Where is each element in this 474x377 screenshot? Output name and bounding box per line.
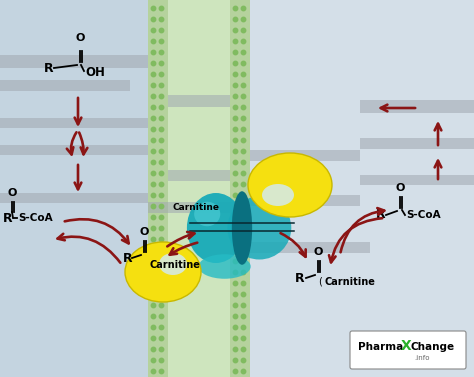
FancyBboxPatch shape [168,95,230,107]
Text: O: O [75,33,85,43]
FancyBboxPatch shape [230,0,250,377]
Text: S-CoA: S-CoA [406,210,441,220]
FancyBboxPatch shape [350,331,466,369]
FancyBboxPatch shape [250,242,370,253]
Text: S-CoA: S-CoA [18,213,53,223]
Ellipse shape [262,184,294,206]
Text: .info: .info [414,355,429,361]
Text: X: X [401,339,412,353]
FancyBboxPatch shape [0,0,148,377]
FancyBboxPatch shape [168,170,230,181]
FancyBboxPatch shape [360,175,474,185]
Text: O: O [139,227,149,237]
FancyBboxPatch shape [360,138,474,149]
Text: Change: Change [411,342,455,352]
Text: Pharma: Pharma [358,342,403,352]
Ellipse shape [125,242,201,302]
Ellipse shape [248,153,332,217]
FancyBboxPatch shape [0,80,130,91]
Text: O: O [313,247,323,257]
Text: OH: OH [85,66,105,80]
Text: R: R [123,251,133,265]
FancyBboxPatch shape [0,145,148,155]
FancyBboxPatch shape [148,202,244,213]
Text: O: O [395,183,405,193]
FancyBboxPatch shape [148,0,168,377]
Text: Carnitine: Carnitine [150,260,201,270]
FancyBboxPatch shape [0,118,148,128]
Ellipse shape [199,254,251,279]
FancyBboxPatch shape [360,100,474,113]
FancyBboxPatch shape [0,193,148,203]
FancyBboxPatch shape [168,0,230,377]
Ellipse shape [159,253,187,275]
FancyBboxPatch shape [250,195,360,206]
Text: Carnitine: Carnitine [325,277,376,287]
Text: O: O [7,188,17,198]
Ellipse shape [228,196,292,259]
Text: R: R [295,271,305,285]
FancyBboxPatch shape [0,55,148,68]
Text: R: R [3,211,13,224]
Text: Carnitine: Carnitine [173,202,219,211]
Ellipse shape [194,202,220,226]
Text: R: R [44,61,54,75]
Ellipse shape [232,191,252,265]
Ellipse shape [187,193,245,263]
FancyBboxPatch shape [250,150,360,161]
Text: R: R [376,208,386,222]
Text: (: ( [318,277,322,287]
